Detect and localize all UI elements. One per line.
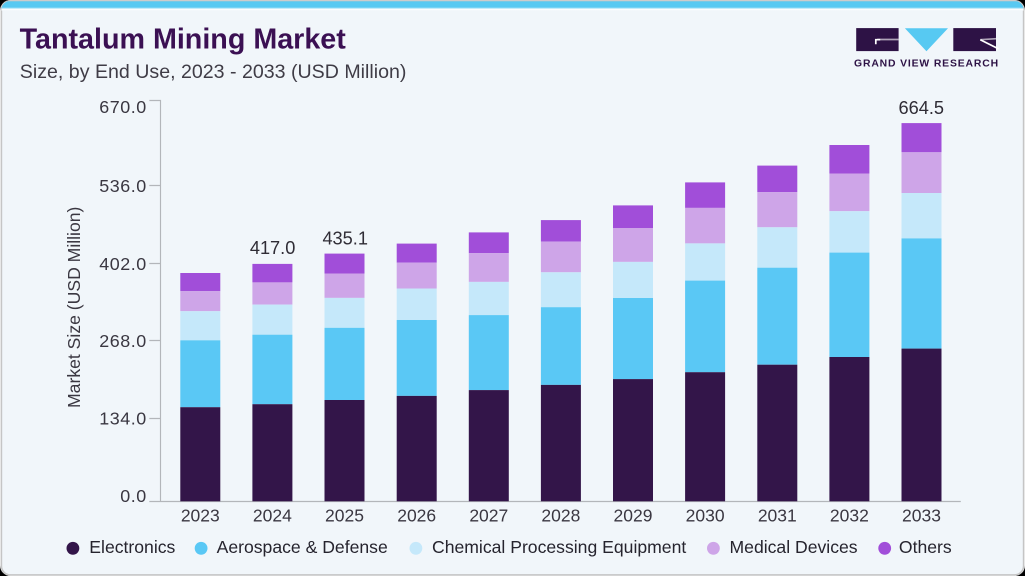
svg-text:435.1: 435.1 [322,228,368,248]
svg-text:Tantalum Mining Market: Tantalum Mining Market [20,23,347,55]
svg-text:2033: 2033 [902,506,941,526]
svg-text:2026: 2026 [397,506,436,526]
svg-text:Market Size (USD Million): Market Size (USD Million) [64,207,84,408]
svg-text:GRAND VIEW RESEARCH: GRAND VIEW RESEARCH [854,59,999,70]
svg-text:2028: 2028 [541,506,580,526]
svg-text:134.0: 134.0 [99,409,147,429]
svg-text:0.0: 0.0 [120,486,147,506]
svg-text:536.0: 536.0 [99,176,147,196]
svg-text:Electronics: Electronics [89,537,175,557]
svg-text:Size, by End Use, 2023 - 2033: Size, by End Use, 2023 - 2033 (USD Milli… [20,61,407,83]
svg-text:Medical Devices: Medical Devices [730,537,858,557]
svg-text:2029: 2029 [614,506,653,526]
svg-text:2024: 2024 [253,506,292,526]
svg-text:2027: 2027 [469,506,508,526]
svg-text:664.5: 664.5 [899,98,945,118]
svg-text:Chemical Processing Equipment: Chemical Processing Equipment [432,537,686,557]
svg-text:670.0: 670.0 [99,97,147,117]
svg-text:402.0: 402.0 [99,254,147,274]
svg-text:268.0: 268.0 [99,331,147,351]
svg-text:Others: Others [899,537,952,557]
svg-text:2023: 2023 [181,506,220,526]
svg-text:2032: 2032 [830,506,869,526]
svg-text:2030: 2030 [686,506,725,526]
svg-text:417.0: 417.0 [250,238,296,258]
svg-text:2025: 2025 [325,506,364,526]
svg-text:Aerospace & Defense: Aerospace & Defense [217,537,388,557]
svg-text:2031: 2031 [758,506,797,526]
